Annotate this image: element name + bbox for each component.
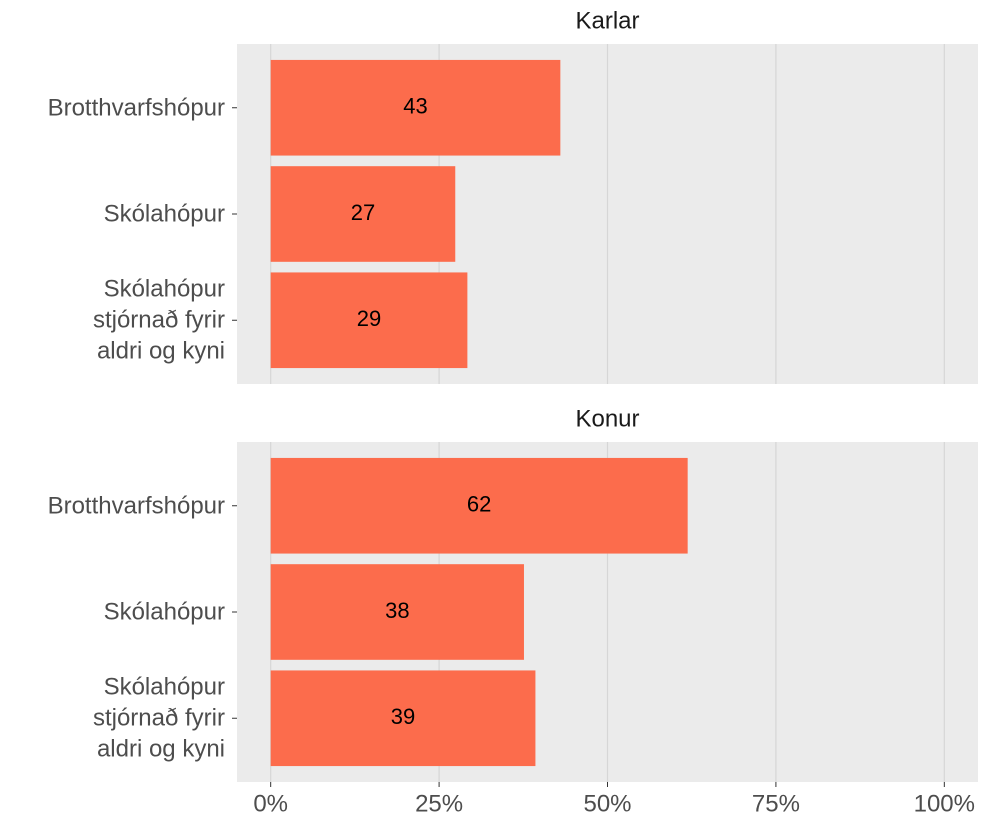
bar <box>270 59 561 156</box>
y-tick-label: Skólahópur stjórnað fyrir aldri og kyni <box>92 673 225 763</box>
x-tick-label: 50% <box>583 790 631 817</box>
bar <box>270 457 688 554</box>
value-label: 29 <box>357 306 381 331</box>
value-label: 62 <box>467 492 491 517</box>
x-tick-label: 100% <box>914 790 975 817</box>
value-label: 43 <box>403 94 427 119</box>
y-tick-label: Skólahópur <box>103 598 225 626</box>
panel-title: Konur <box>575 405 639 432</box>
bar <box>270 564 524 660</box>
panel-title: Karlar <box>575 7 639 34</box>
x-tick-label: 75% <box>752 790 800 817</box>
value-label: 39 <box>391 704 415 729</box>
value-label: 27 <box>351 200 375 225</box>
bar <box>270 670 536 767</box>
value-label: 38 <box>385 598 409 623</box>
x-tick-label: 25% <box>415 790 463 817</box>
y-tick-label: Skólahópur stjórnað fyrir aldri og kyni <box>92 275 225 365</box>
x-tick-label: 0% <box>253 790 288 817</box>
bar <box>270 272 468 369</box>
y-tick-label: Brotthvarfshópur <box>47 492 225 520</box>
y-tick-label: Skólahópur <box>103 200 225 228</box>
y-tick-label: Brotthvarfshópur <box>47 94 225 122</box>
bar <box>270 166 456 262</box>
